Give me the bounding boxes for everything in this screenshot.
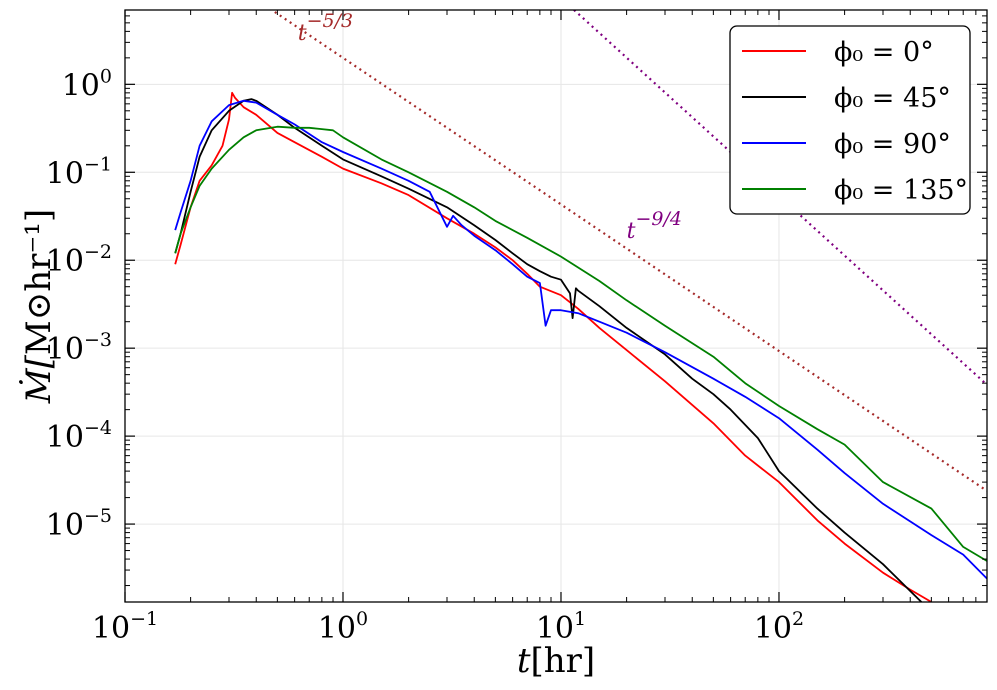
legend-box [729, 25, 971, 215]
y-tick-label-2: 10−2 [46, 241, 112, 279]
reference-line-0 [269, 10, 987, 492]
series-line-2 [174, 99, 987, 580]
series-line-1 [174, 98, 923, 602]
x-axis-label: t[hr] [517, 641, 595, 681]
legend-label-0: ϕ₀ = 0° [834, 37, 934, 68]
y-tick-label-4: 10−4 [46, 417, 112, 455]
legend-label-3: ϕ₀ = 135° [834, 175, 968, 206]
reference-label-1: t−9/4 [627, 208, 682, 244]
y-tick-label-3: 10−3 [46, 329, 112, 367]
series-line-3 [174, 125, 987, 562]
legend: ϕ₀ = 0° ϕ₀ = 45° ϕ₀ = 90° ϕ₀ = 135° [729, 25, 971, 215]
x-tick-label-2: 101 [536, 608, 586, 646]
ticks [124, 10, 987, 602]
series-lines [174, 91, 987, 602]
tick-labels: 10−1 100 101 102 100 10−1 10−2 10−3 10−4 10−5 [46, 65, 804, 646]
series-line-0 [174, 91, 932, 602]
y-axis-label: Ṁ[M⊙hr⁻¹] [19, 209, 59, 404]
y-tick-label-0: 100 [62, 65, 112, 103]
reference-lines [269, 10, 987, 492]
x-tick-label-1: 100 [318, 608, 368, 646]
reference-labels: t−5/3 t−9/4 [298, 10, 682, 244]
x-tick-label-0: 10−1 [92, 608, 158, 646]
x-tick-label-3: 102 [754, 608, 804, 646]
legend-label-1: ϕ₀ = 45° [834, 83, 951, 114]
y-tick-label-5: 10−5 [46, 505, 112, 543]
reference-label-0: t−5/3 [298, 10, 353, 46]
y-tick-label-1: 10−1 [46, 153, 112, 191]
legend-label-2: ϕ₀ = 90° [834, 129, 951, 160]
